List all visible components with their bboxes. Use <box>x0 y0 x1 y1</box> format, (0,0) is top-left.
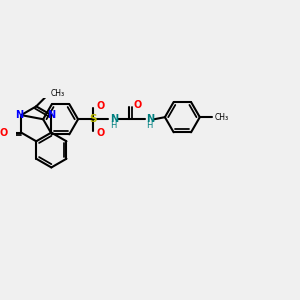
Text: N: N <box>146 114 154 124</box>
Text: N: N <box>110 114 118 124</box>
Text: CH₃: CH₃ <box>51 89 65 98</box>
Text: O: O <box>133 100 142 110</box>
Text: O: O <box>0 128 8 137</box>
Text: N: N <box>15 110 23 120</box>
Text: O: O <box>97 128 105 137</box>
Text: O: O <box>97 101 105 111</box>
Text: H: H <box>110 121 117 130</box>
Text: S: S <box>89 114 96 124</box>
Text: H: H <box>146 121 153 130</box>
Text: N: N <box>47 110 56 120</box>
Text: CH₃: CH₃ <box>214 113 229 122</box>
